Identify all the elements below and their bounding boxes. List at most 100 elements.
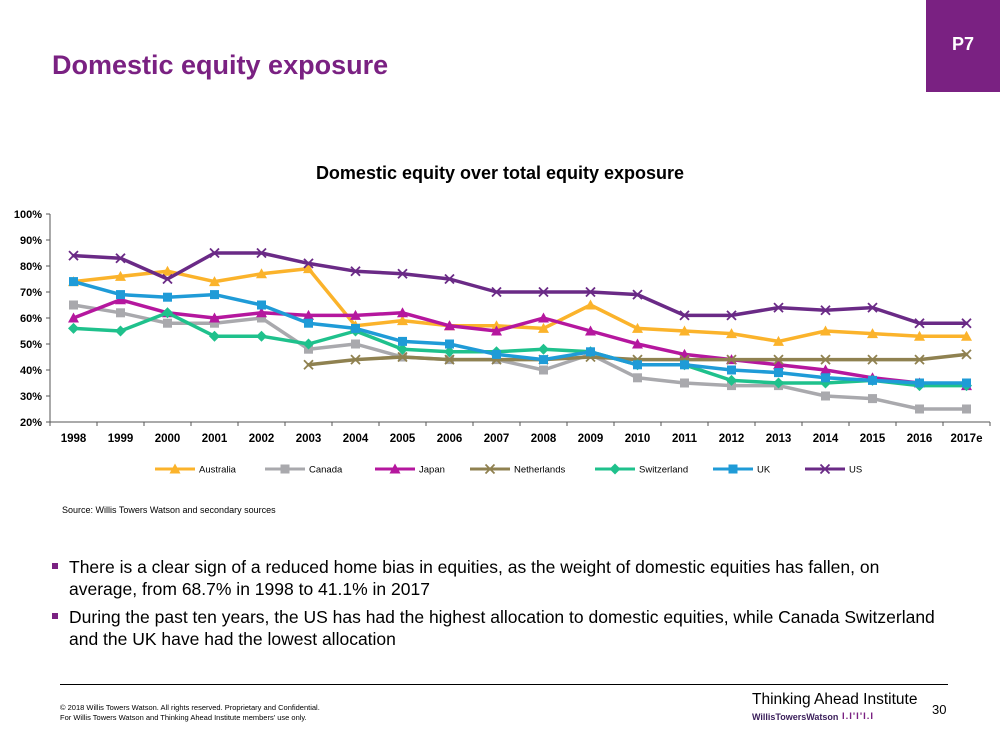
point-canada <box>116 308 125 318</box>
point-uk <box>727 365 736 375</box>
copyright-line: © 2018 Willis Towers Watson. All rights … <box>60 703 320 712</box>
point-canada <box>680 378 689 388</box>
point-uk <box>539 355 548 365</box>
point-us <box>491 286 502 298</box>
point-japan <box>209 312 220 323</box>
point-us <box>632 289 643 300</box>
point-canada <box>821 391 830 401</box>
point-japan <box>538 312 549 323</box>
legend-label-canada: Canada <box>309 465 343 476</box>
point-netherlands <box>820 354 831 365</box>
point-us <box>115 253 126 264</box>
legend-label-switzerland: Switzerland <box>639 465 688 476</box>
point-netherlands <box>397 351 408 363</box>
legend-marker-australia <box>169 463 181 474</box>
point-switzerland <box>162 307 173 319</box>
x-tick-label: 2014 <box>813 433 839 445</box>
x-tick-label: 2009 <box>578 433 604 445</box>
legend-label-netherlands: Netherlands <box>514 465 565 476</box>
point-switzerland <box>256 330 267 342</box>
point-netherlands <box>726 354 737 365</box>
point-australia <box>397 315 408 326</box>
bullet-list: There is a clear sign of a reduced home … <box>52 556 952 656</box>
point-uk <box>868 375 877 385</box>
point-australia <box>585 299 596 310</box>
point-uk <box>163 292 172 302</box>
point-canada <box>962 404 971 414</box>
point-uk <box>69 277 78 287</box>
point-netherlands <box>350 354 361 365</box>
x-tick-label: 2003 <box>296 433 322 445</box>
point-australia <box>162 265 173 276</box>
point-switzerland <box>68 322 79 334</box>
point-japan <box>773 359 784 370</box>
y-tick-label: 100% <box>14 209 42 221</box>
copyright-notice: © 2018 Willis Towers Watson. All rights … <box>60 703 320 723</box>
point-japan <box>444 320 455 331</box>
point-netherlands <box>773 354 784 365</box>
point-netherlands <box>961 349 972 360</box>
point-australia <box>491 320 502 331</box>
point-uk <box>962 378 971 388</box>
x-tick-label: 2006 <box>437 433 463 445</box>
point-uk <box>257 300 266 310</box>
legend-label-uk: UK <box>757 465 771 476</box>
point-japan <box>397 307 408 318</box>
point-switzerland <box>397 343 408 355</box>
y-tick-label: 90% <box>20 235 42 247</box>
point-uk <box>445 339 454 349</box>
chart-title: Domestic equity over total equity exposu… <box>316 163 684 183</box>
legend-label-us: US <box>849 465 862 476</box>
point-us <box>773 302 784 313</box>
point-us <box>209 247 220 259</box>
point-netherlands <box>444 354 455 365</box>
point-japan <box>350 309 361 320</box>
series-line-canada <box>71 303 969 411</box>
point-uk <box>915 378 924 388</box>
series-line-switzerland <box>71 311 969 388</box>
x-tick-label: 2007 <box>484 433 510 445</box>
point-japan <box>68 312 79 323</box>
x-tick-label: 2001 <box>202 433 228 445</box>
point-japan <box>632 338 643 349</box>
point-us <box>914 318 925 329</box>
slide-title: Domestic equity exposure <box>52 50 389 80</box>
y-tick-label: 50% <box>20 339 42 351</box>
x-tick-label: 2013 <box>766 433 792 445</box>
legend-marker-switzerland <box>609 463 621 475</box>
point-netherlands <box>914 354 925 365</box>
point-canada <box>257 313 266 323</box>
y-tick-label: 40% <box>20 365 42 377</box>
point-japan <box>256 307 267 318</box>
bullet-item: There is a clear sign of a reduced home … <box>52 556 952 600</box>
legend-marker-canada <box>280 464 290 474</box>
source-note: Source: Willis Towers Watson and seconda… <box>62 505 276 515</box>
point-japan <box>491 325 502 336</box>
series-line-japan <box>71 298 969 388</box>
series-line-australia <box>71 266 969 344</box>
point-japan <box>820 364 831 375</box>
point-australia <box>773 335 784 346</box>
point-australia <box>961 330 972 341</box>
point-us <box>397 268 408 279</box>
point-uk <box>633 360 642 370</box>
point-netherlands <box>867 354 878 365</box>
point-switzerland <box>209 330 220 342</box>
point-uk <box>680 360 689 370</box>
x-tick-label: 2008 <box>531 433 557 445</box>
x-tick-label: 2005 <box>390 433 416 445</box>
point-australia <box>538 322 549 333</box>
institute-name: Thinking Ahead Institute <box>752 691 918 708</box>
point-us <box>303 258 314 269</box>
point-switzerland <box>303 338 314 350</box>
y-tick-label: 20% <box>20 417 42 429</box>
point-switzerland <box>444 346 455 358</box>
legend-marker-uk <box>728 464 738 474</box>
point-canada <box>351 339 360 349</box>
bullet-square-icon <box>52 613 58 619</box>
x-tick-label: 2002 <box>249 433 275 445</box>
point-australia <box>303 263 314 274</box>
bullet-square-icon <box>52 563 58 569</box>
x-tick-label: 2000 <box>155 433 181 445</box>
x-tick-label: 2012 <box>719 433 745 445</box>
